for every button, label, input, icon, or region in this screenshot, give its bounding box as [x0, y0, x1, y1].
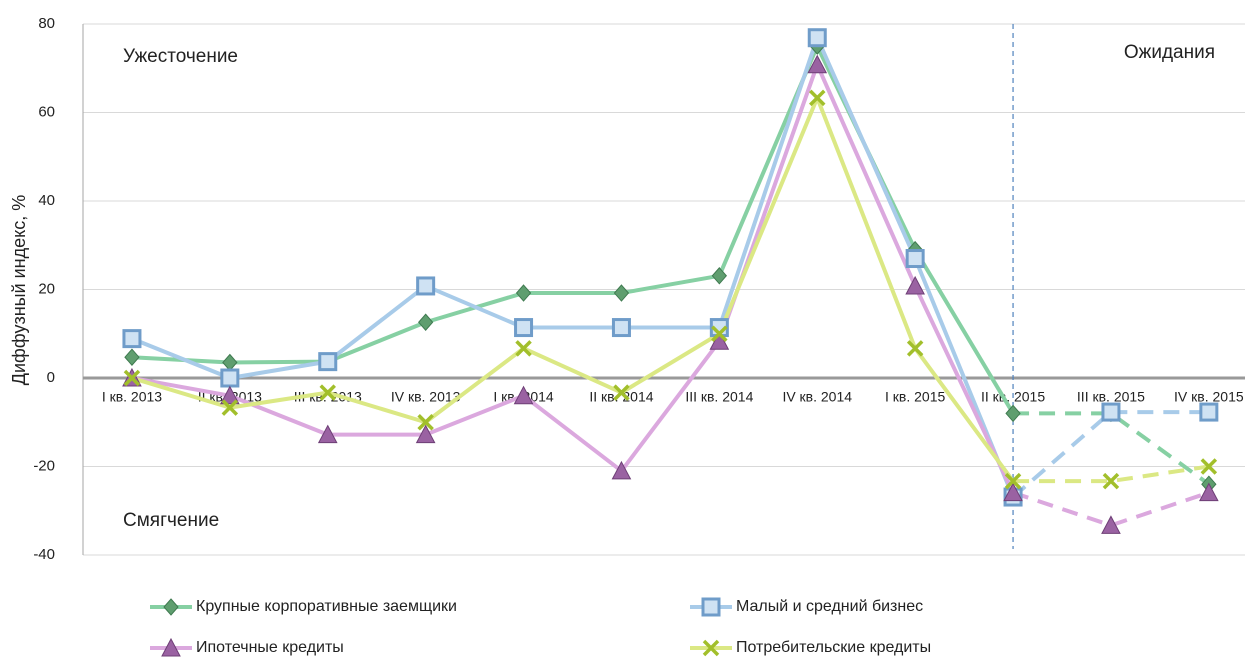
legend-label: Потребительские кредиты	[736, 639, 931, 656]
forecast-line	[1012, 490, 1210, 528]
series-line	[131, 44, 1015, 415]
x-tick-label: IV кв. 2014	[782, 389, 852, 405]
x-tick-label: II кв. 2014	[589, 389, 653, 405]
legend-label: Ипотечные кредиты	[196, 639, 344, 656]
legend-marker	[163, 598, 179, 616]
x-tick-label: I кв. 2013	[102, 389, 162, 405]
marker	[222, 353, 238, 372]
marker	[611, 318, 631, 338]
legend-label: Крупные корпоративные заемщики	[196, 598, 457, 615]
x-tick-label: II кв. 2015	[981, 389, 1045, 405]
marker	[1199, 482, 1219, 502]
marker	[613, 384, 630, 401]
marker	[906, 340, 924, 357]
y-tick-label: -40	[33, 546, 55, 563]
y-tick-label: 20	[38, 280, 55, 297]
marker	[123, 369, 141, 387]
series-line	[131, 62, 1015, 494]
annotation: Ожидания	[1124, 42, 1215, 63]
marker	[613, 284, 630, 302]
marker	[1005, 404, 1021, 423]
marker	[711, 267, 728, 285]
legend-label: Малый и средний бизнес	[736, 598, 923, 615]
forecast-line	[1013, 464, 1210, 484]
x-tick-label: III кв. 2014	[685, 389, 753, 405]
marker	[318, 352, 338, 372]
marker	[905, 249, 925, 269]
marker	[807, 54, 828, 74]
marker	[220, 368, 240, 388]
marker	[807, 28, 827, 48]
marker	[417, 313, 434, 332]
marker	[711, 325, 728, 342]
marker	[1199, 402, 1219, 422]
y-tick-label: 40	[38, 192, 55, 209]
marker	[1200, 458, 1218, 475]
x-tick-label: III кв. 2013	[294, 389, 362, 405]
marker	[611, 460, 632, 480]
marker	[515, 284, 532, 302]
x-tick-label: I кв. 2015	[885, 389, 945, 405]
marker	[1101, 402, 1121, 422]
series-line	[131, 35, 1015, 498]
forecast-line	[1011, 410, 1209, 499]
marker	[514, 318, 534, 338]
y-tick-label: 0	[47, 369, 55, 386]
y-tick-label: 80	[38, 15, 55, 32]
marker	[417, 414, 434, 431]
marker	[1003, 482, 1023, 502]
y-tick-label: 60	[38, 103, 55, 120]
marker	[221, 399, 239, 416]
marker	[124, 348, 140, 366]
marker	[220, 385, 240, 405]
marker	[317, 424, 338, 444]
x-tick-label: IV кв. 2015	[1174, 389, 1244, 405]
marker	[905, 275, 925, 295]
marker	[709, 331, 730, 350]
marker	[319, 384, 336, 401]
marker	[515, 340, 532, 357]
legend-marker	[161, 637, 181, 657]
marker	[416, 276, 436, 296]
legend-marker	[701, 597, 721, 617]
y-tick-label: -20	[33, 457, 55, 474]
legend-marker	[702, 639, 720, 657]
annotation: Ужесточение	[123, 46, 238, 67]
marker	[1004, 472, 1022, 490]
marker	[809, 89, 826, 107]
series-line	[131, 95, 1015, 483]
marker	[1101, 515, 1121, 534]
x-tick-label: III кв. 2015	[1077, 389, 1145, 405]
grid	[83, 23, 1245, 556]
annotation: Смягчение	[123, 510, 219, 531]
marker	[122, 329, 142, 349]
forecast-line	[1013, 411, 1211, 486]
y-axis-label: Диффузный индекс, %	[9, 195, 29, 385]
x-tick-label: IV кв. 2013	[391, 389, 461, 405]
marker	[1102, 472, 1120, 490]
marker	[415, 424, 436, 444]
marker	[513, 385, 534, 405]
